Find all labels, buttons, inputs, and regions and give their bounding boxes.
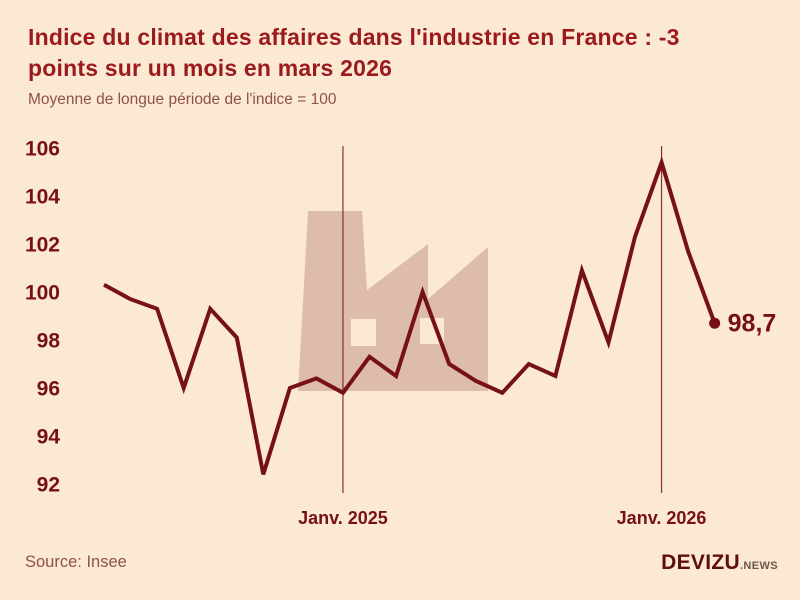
brand-name: DEVIZU <box>661 551 740 574</box>
title-line-2: points sur un mois en mars 2026 <box>28 55 393 81</box>
y-tick-label-106: 106 <box>25 138 60 161</box>
x-tick-label: Janv. 2025 <box>298 508 388 528</box>
x-tick-label: Janv. 2026 <box>617 508 707 528</box>
y-tick-label-100: 100 <box>25 282 60 305</box>
y-tick-label-94: 94 <box>37 426 61 449</box>
y-tick-label-92: 92 <box>37 474 60 497</box>
brand-logo: DEVIZU .NEWS <box>661 551 778 575</box>
series-end-dot <box>709 317 721 329</box>
factory-window <box>351 319 376 346</box>
chart-subtitle: Moyenne de longue période de l'indice = … <box>28 91 337 108</box>
index-series-line <box>103 155 717 475</box>
y-tick-label-102: 102 <box>25 234 60 257</box>
series-layer: 98,7 <box>103 155 777 475</box>
title-line-1: Indice du climat des affaires dans l'ind… <box>28 24 680 50</box>
y-tick-label-96: 96 <box>37 378 60 401</box>
series-end-value-label: 98,7 <box>728 310 777 338</box>
chart-header: Indice du climat des affaires dans l'ind… <box>28 22 773 109</box>
page-title: Indice du climat des affaires dans l'ind… <box>28 22 773 84</box>
y-tick-label-98: 98 <box>37 330 61 353</box>
y-tick-label-104: 104 <box>25 186 60 209</box>
brand-suffix: .NEWS <box>739 560 778 572</box>
y-axis: 106 104 102 100 98 96 94 92 <box>25 138 60 497</box>
factory-icon <box>298 211 488 391</box>
x-axis: Janv. 2025 Janv. 2026 <box>298 146 706 528</box>
source-label: Source: Insee <box>25 553 127 571</box>
